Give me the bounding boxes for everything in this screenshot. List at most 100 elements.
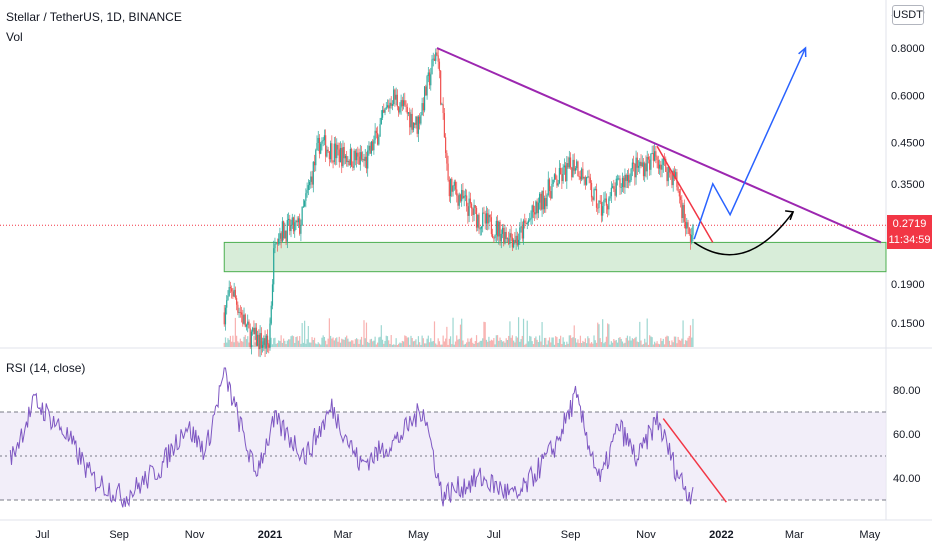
candle-body — [652, 153, 654, 161]
candle-body — [351, 148, 353, 167]
candle-body — [489, 214, 491, 218]
volume-bar — [451, 344, 453, 347]
volume-bar — [280, 335, 282, 347]
candle-body — [388, 105, 390, 109]
candle-body — [614, 189, 616, 196]
candle-body — [426, 76, 428, 96]
volume-bar — [433, 321, 436, 347]
candle-body — [367, 150, 369, 169]
candle-body — [318, 137, 321, 154]
volume-bar — [313, 337, 316, 347]
candle-body — [265, 335, 267, 349]
volume-bar — [636, 341, 638, 347]
candle-body — [534, 212, 536, 215]
volume-bar — [229, 335, 232, 347]
candle-body — [347, 160, 349, 163]
volume-bar — [539, 335, 541, 347]
candle-body — [462, 189, 464, 199]
volume-bar — [679, 340, 682, 347]
time-axis[interactable]: Jul Sep Nov 2021 Mar May Jul Sep Nov 2022 Mar May — [35, 529, 880, 541]
candle-body — [513, 239, 515, 248]
volume-bar — [302, 342, 304, 347]
candle-body — [353, 150, 355, 168]
candle-body — [275, 243, 277, 245]
support-zone — [223, 241, 887, 273]
candle-body — [572, 159, 574, 178]
volume-label[interactable]: Vol — [6, 30, 23, 44]
volume-bar — [668, 340, 671, 347]
candle-body — [232, 291, 234, 297]
volume-bar — [415, 339, 417, 347]
volume-bar — [576, 342, 578, 347]
candle-body — [661, 164, 663, 170]
candle-body — [529, 219, 531, 221]
candle-body — [328, 151, 330, 160]
candle-body — [390, 102, 392, 106]
candle-body — [618, 178, 620, 180]
volume-bar — [614, 340, 616, 347]
volume-bar — [358, 343, 360, 347]
drawing-annotations[interactable] — [436, 46, 882, 256]
candle-body — [253, 327, 255, 335]
volume-bar — [573, 325, 575, 347]
volume-bar — [472, 342, 474, 347]
volume-bar — [421, 335, 423, 347]
candle-body — [681, 200, 683, 219]
candle-body — [406, 106, 408, 114]
volume-bar — [489, 340, 491, 347]
rsi-tick-label: 40.00 — [893, 473, 921, 485]
candle-body — [560, 167, 562, 175]
volume-bar — [287, 339, 290, 347]
volume-bar — [467, 338, 469, 347]
volume-bar — [672, 342, 674, 347]
candle-body — [640, 161, 642, 167]
volume-bar — [389, 343, 391, 347]
volume-bar — [692, 318, 694, 347]
candle-body — [278, 238, 280, 244]
candle-body — [271, 284, 274, 306]
candle-body — [458, 194, 460, 206]
rsi-axis[interactable]: 80.00 60.00 40.00 — [893, 385, 921, 485]
volume-bar — [299, 336, 301, 347]
candle-body — [407, 112, 410, 114]
volume-bar — [252, 344, 254, 347]
projection-arrowhead — [798, 46, 807, 58]
currency-unit-button[interactable]: USDT — [892, 5, 924, 25]
volume-bar — [657, 343, 659, 347]
candle-body — [348, 160, 350, 165]
candle-body — [446, 153, 448, 164]
candle-body — [684, 221, 687, 229]
volume-bar — [355, 338, 358, 347]
candle-body — [525, 222, 527, 225]
volume-bar — [619, 337, 621, 347]
volume-bar — [242, 341, 244, 347]
volume-bar — [474, 340, 476, 347]
candle-body — [384, 108, 386, 113]
volume-bar — [572, 337, 574, 347]
volume-bar — [492, 340, 494, 347]
volume-bar — [532, 344, 535, 347]
candle-body — [238, 312, 240, 313]
volume-bar — [326, 344, 328, 347]
volume-bar — [498, 340, 500, 347]
candle-body — [545, 198, 547, 207]
volume-bar — [362, 344, 364, 347]
candle-body — [552, 179, 554, 184]
candle-body — [341, 147, 343, 167]
candle-body — [451, 178, 453, 192]
candle-body — [457, 195, 459, 206]
candle-body — [689, 234, 692, 243]
rsi-title[interactable]: RSI (14, close) — [6, 361, 86, 375]
candle-body — [520, 226, 522, 228]
volume-bar — [552, 337, 554, 347]
volume-bar — [633, 339, 635, 347]
candle-body — [508, 238, 510, 244]
candle-body — [315, 150, 317, 166]
candle-body — [647, 156, 650, 160]
candle-body — [337, 144, 339, 150]
candle-body — [678, 191, 680, 197]
price-axis[interactable]: 1.00000.80000.60000.45000.35000.19000.15… — [891, 7, 925, 330]
candle-body — [586, 177, 588, 185]
volume-bar — [530, 336, 532, 347]
chart-title[interactable]: Stellar / TetherUS, 1D, BINANCE — [6, 10, 182, 24]
